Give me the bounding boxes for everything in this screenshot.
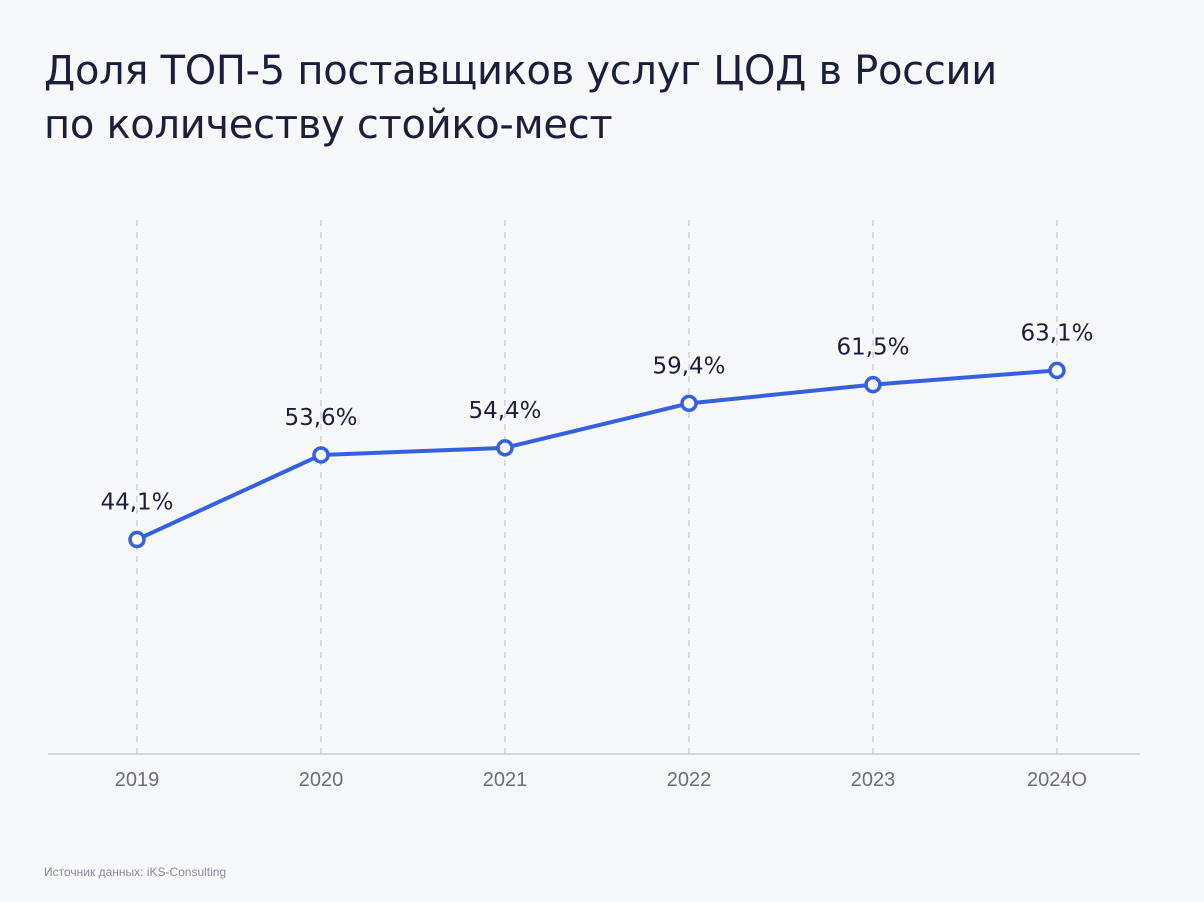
x-tick-label: 2019 (115, 769, 160, 791)
data-point (1048, 361, 1066, 380)
source-note: Источник данных: iKS-Consulting (44, 865, 227, 879)
data-label: 53,6% (284, 405, 357, 431)
chart-title: Доля ТОП-5 поставщиков услуг ЦОД в Росси… (44, 44, 1144, 152)
data-point (312, 446, 330, 464)
chart-title-line-1: Доля ТОП-5 поставщиков услуг ЦОД в Росси… (44, 48, 997, 94)
data-point (680, 394, 698, 413)
grid-lines (136, 220, 1058, 754)
x-tick-label: 2022 (667, 769, 712, 791)
chart-title-line-2: по количеству стойко-мест (44, 102, 613, 148)
data-point (128, 530, 146, 549)
x-tick-labels: 2019 2020 2021 2022 2023 2024О (115, 769, 1087, 791)
data-label: 63,1% (1020, 320, 1093, 346)
series-line (136, 368, 1058, 542)
data-point (864, 375, 882, 394)
x-tick-label: 2024О (1027, 769, 1087, 791)
data-label: 44,1% (100, 490, 173, 516)
x-tick-label: 2020 (299, 769, 344, 791)
data-label: 54,4% (468, 398, 541, 424)
data-labels: 44,1% 53,6% 54,4% 59,4% 61,5% 63,1% (100, 320, 1093, 515)
x-tick-label: 2021 (483, 769, 528, 791)
data-points (128, 361, 1066, 549)
data-label: 61,5% (836, 335, 909, 361)
x-tick-label: 2023 (851, 769, 896, 791)
data-point (496, 439, 514, 457)
data-label: 59,4% (652, 353, 725, 379)
